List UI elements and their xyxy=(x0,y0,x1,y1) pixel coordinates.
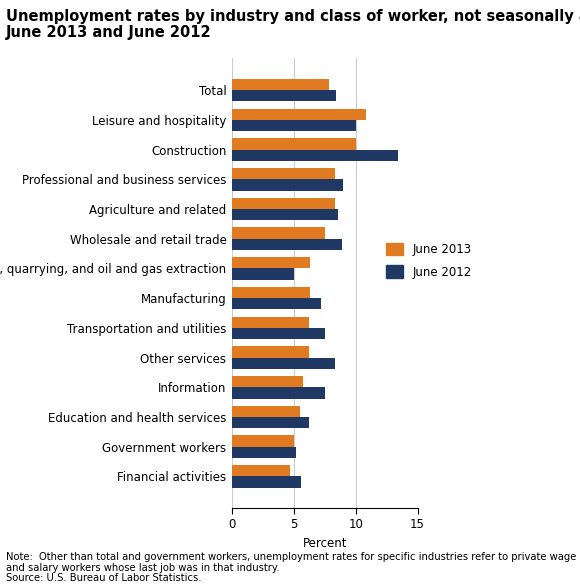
Bar xyxy=(232,357,335,369)
Bar xyxy=(232,257,310,269)
Bar xyxy=(232,150,398,161)
Bar xyxy=(232,197,335,209)
Text: Note:  Other than total and government workers, unemployment rates for specific : Note: Other than total and government wo… xyxy=(6,552,576,573)
Bar xyxy=(232,90,336,102)
Bar xyxy=(232,298,321,310)
Legend: June 2013, June 2012: June 2013, June 2012 xyxy=(381,238,477,283)
Bar xyxy=(232,120,356,131)
Text: Unemployment rates by industry and class of worker, not seasonally adjusted,: Unemployment rates by industry and class… xyxy=(6,9,580,24)
Bar xyxy=(232,387,325,398)
Bar xyxy=(232,179,343,190)
Bar xyxy=(232,477,301,488)
Text: Source: U.S. Bureau of Labor Statistics.: Source: U.S. Bureau of Labor Statistics. xyxy=(6,573,201,583)
Bar xyxy=(232,376,303,387)
Bar xyxy=(232,435,294,447)
Bar xyxy=(232,317,309,328)
Text: June 2013 and June 2012: June 2013 and June 2012 xyxy=(6,25,212,40)
Bar xyxy=(232,447,296,458)
Bar xyxy=(232,209,338,220)
Bar xyxy=(232,328,325,339)
Bar xyxy=(232,287,310,298)
Bar xyxy=(232,138,356,150)
Bar xyxy=(232,227,325,239)
Bar xyxy=(232,109,365,120)
Bar xyxy=(232,346,309,357)
Bar xyxy=(232,168,335,179)
Bar xyxy=(232,417,309,428)
Bar xyxy=(232,406,300,417)
X-axis label: Percent: Percent xyxy=(303,537,347,550)
Bar xyxy=(232,239,342,250)
Bar xyxy=(232,269,294,280)
Bar xyxy=(232,465,290,477)
Bar xyxy=(232,79,328,90)
